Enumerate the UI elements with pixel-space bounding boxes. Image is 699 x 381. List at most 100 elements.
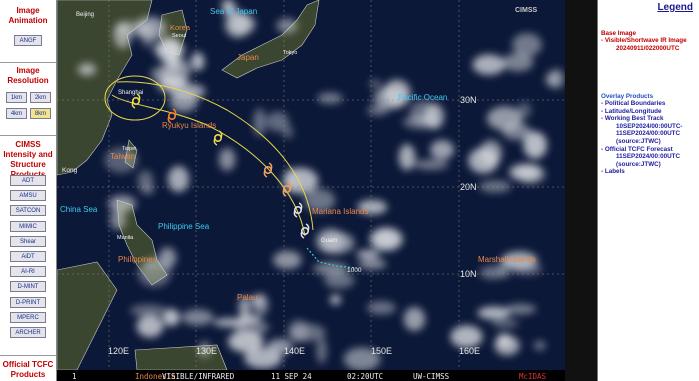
status-text: UW-CIMSS: [413, 372, 450, 381]
button[interactable]: D-PRINT: [10, 296, 46, 308]
button[interactable]: 1km: [6, 92, 27, 103]
map-label: Beijing: [76, 12, 94, 18]
button[interactable]: ADT: [10, 175, 46, 186]
cloud: [477, 306, 511, 320]
button[interactable]: 8km: [30, 108, 51, 119]
cloud: [343, 347, 381, 371]
map-label: 1000: [347, 267, 362, 274]
legend-line: - Working Best Track: [601, 115, 664, 123]
storm-symbol-arm: [293, 202, 303, 218]
cloud: [221, 0, 233, 15]
cloud: [229, 13, 256, 35]
cloud: [228, 330, 264, 353]
cloud: [251, 294, 265, 307]
legend-line: - Latitude/Longitude: [601, 107, 662, 115]
cloud: [167, 166, 190, 193]
cloud: [358, 258, 387, 270]
cloud: [77, 63, 97, 76]
cloud: [502, 123, 532, 140]
cloud: [330, 294, 341, 305]
button[interactable]: AI-RI: [10, 266, 46, 278]
button[interactable]: SATCON: [10, 205, 46, 217]
cloud: [398, 144, 416, 171]
legend-line: 11SEP2024/00:00UTC: [616, 130, 681, 138]
cloud: [266, 111, 289, 132]
cloud: [162, 308, 180, 327]
section-title: CIMSS Intensity and Structure Products: [3, 140, 53, 179]
button[interactable]: Shear: [10, 235, 46, 247]
cloud: [181, 309, 214, 326]
cloud: [113, 21, 132, 49]
cloud: [316, 337, 327, 364]
button[interactable]: MIMIC: [10, 220, 46, 232]
status-text: 1: [72, 372, 77, 381]
button[interactable]: ARCHER: [10, 327, 46, 338]
cloud: [238, 296, 251, 320]
legend-line: 11SEP2024/00:00UTC: [616, 153, 681, 161]
cloud: [156, 36, 183, 64]
cloud: [403, 307, 426, 331]
cloud: [282, 125, 294, 139]
map-label: Philippines: [118, 255, 157, 264]
map-label: Seoul: [172, 33, 186, 39]
storm-symbol-arm: [213, 130, 223, 146]
map-label: Guam: [321, 238, 337, 244]
map-label: Manila: [117, 235, 134, 241]
grid-label: 30N: [460, 95, 477, 105]
grid-label: 150E: [371, 346, 392, 356]
cloud: [479, 140, 503, 166]
cloud: [505, 303, 537, 315]
map-label: Korea: [170, 23, 191, 32]
button[interactable]: MPERC: [10, 311, 46, 323]
status-text: Indonesia: [135, 372, 176, 381]
cloud: [110, 209, 126, 231]
cloud: [523, 131, 547, 159]
cloud: [369, 227, 403, 251]
cloud: [288, 319, 309, 343]
cloud: [218, 147, 236, 171]
legend-title: Legend: [657, 2, 693, 13]
cloud: [129, 304, 167, 317]
map-label: China Sea: [60, 205, 98, 214]
cloud: [315, 228, 345, 253]
legend-line: 20240911/022000UTC: [616, 44, 680, 52]
button[interactable]: 4km: [6, 108, 27, 119]
legend-line: - Official TCFC Forecast: [601, 145, 673, 153]
sidebar: Image Animation ANGF Image Resolution 1km 2k…: [0, 0, 57, 381]
cloud: [479, 265, 506, 279]
cloud: [517, 102, 532, 119]
cloud: [317, 92, 343, 104]
cloud: [366, 301, 396, 315]
button[interactable]: D-MINT: [10, 281, 46, 293]
section-title: Official TCFC Products: [2, 360, 54, 379]
legend-line: (source:JTWC): [616, 138, 661, 145]
map-label: Ryukyu Islands: [162, 121, 216, 130]
divider: [0, 355, 56, 356]
clouds: [77, 0, 565, 371]
legend-panel: Legend Base Image - Visible/Shortwave IR I…: [597, 0, 699, 381]
storm-symbol-arm: [131, 93, 141, 109]
button[interactable]: AMSU: [10, 190, 46, 202]
grid-label: 130E: [196, 346, 217, 356]
storm-symbol-arm: [282, 181, 292, 197]
map-label: Taiwan: [110, 152, 135, 161]
cloud: [516, 164, 546, 184]
button[interactable]: 2km: [30, 92, 51, 103]
best-track: [306, 247, 358, 269]
dark-strip: [565, 0, 597, 381]
cloud: [357, 199, 388, 215]
cloud: [136, 314, 164, 338]
cloud: [472, 54, 506, 75]
divider: [0, 135, 56, 136]
cloud: [273, 250, 302, 270]
grid-label: 140E: [284, 346, 305, 356]
divider: [0, 62, 56, 63]
legend-line: (source:JTWC): [616, 160, 661, 168]
legend-heading: Base Image: [601, 30, 637, 37]
button[interactable]: AiDT: [10, 251, 46, 262]
cloud: [413, 159, 449, 170]
status-text: VISIBLE/INFRARED: [162, 372, 235, 381]
button[interactable]: ANGF: [14, 35, 42, 46]
